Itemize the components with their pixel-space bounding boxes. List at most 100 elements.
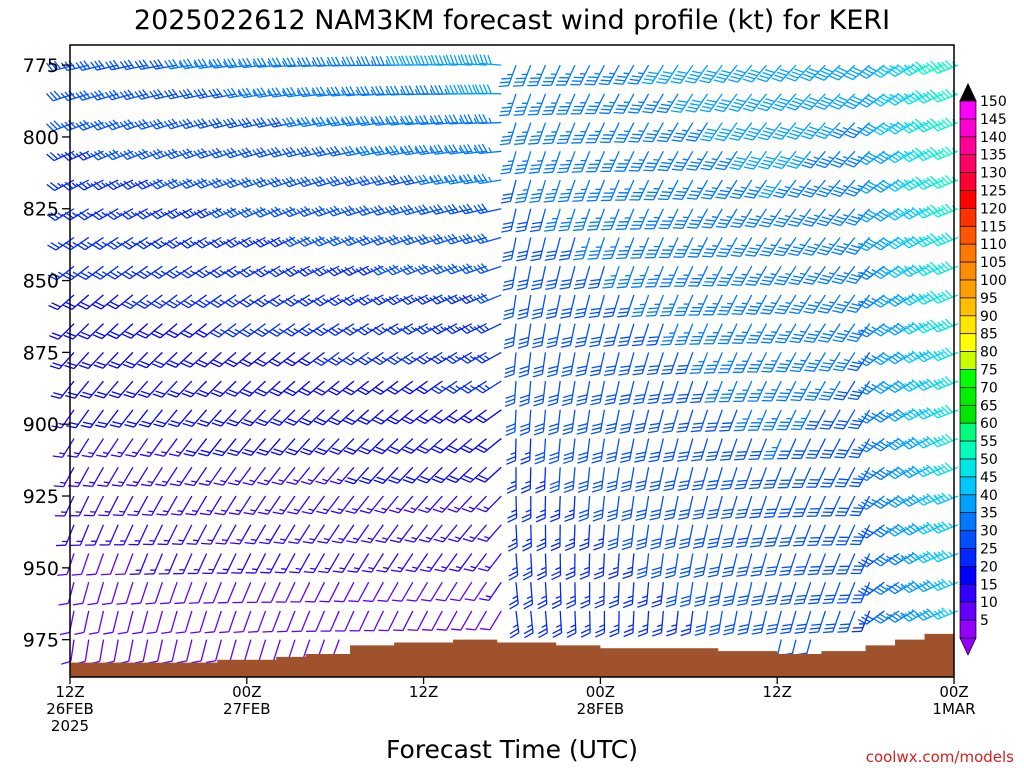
y-tick-label: 950 bbox=[23, 558, 59, 580]
wind-barb bbox=[210, 380, 237, 398]
colorbar-swatch bbox=[959, 243, 977, 263]
wind-barb bbox=[404, 524, 429, 543]
wind-barb bbox=[657, 150, 679, 172]
wind-barb bbox=[193, 88, 222, 99]
x-tick-label: 00Z bbox=[939, 683, 968, 701]
wind-barb bbox=[96, 438, 119, 458]
y-tick-label: 875 bbox=[23, 342, 59, 364]
wind-barb bbox=[120, 208, 148, 220]
wind-barb bbox=[674, 294, 694, 317]
wind-barb bbox=[819, 409, 841, 430]
wind-barb bbox=[731, 265, 753, 287]
wind-barb bbox=[593, 553, 606, 580]
wind-barb bbox=[318, 553, 340, 574]
wind-barb bbox=[252, 147, 281, 158]
wind-barb bbox=[630, 265, 650, 288]
wind-barb bbox=[464, 581, 488, 602]
wind-barb bbox=[616, 265, 635, 289]
wind-barb bbox=[532, 323, 547, 349]
wind-barb bbox=[344, 466, 370, 485]
wind-barb bbox=[78, 323, 104, 340]
wind-barb bbox=[172, 524, 193, 545]
wind-barb bbox=[930, 261, 959, 276]
wind-barb bbox=[513, 122, 532, 146]
wind-barb bbox=[763, 495, 782, 518]
wind-barb bbox=[765, 610, 782, 635]
colorbar-swatch bbox=[959, 279, 977, 299]
wind-barb bbox=[430, 54, 458, 66]
wind-barb bbox=[151, 351, 178, 369]
wind-barb bbox=[819, 438, 841, 459]
wind-barb bbox=[735, 495, 753, 519]
wind-barb bbox=[501, 237, 517, 262]
wind-barb bbox=[633, 409, 650, 434]
wind-barb bbox=[254, 351, 281, 367]
wind-barb bbox=[659, 237, 679, 259]
wind-barb bbox=[804, 352, 826, 372]
wind-barb bbox=[591, 438, 606, 464]
wind-barb bbox=[590, 380, 606, 406]
wind-barb bbox=[523, 610, 534, 639]
wind-barb bbox=[761, 380, 782, 402]
wind-barb bbox=[679, 582, 694, 608]
wind-barb bbox=[386, 409, 414, 425]
wind-barb bbox=[364, 610, 384, 632]
wind-barb bbox=[429, 323, 458, 335]
wind-barb bbox=[418, 524, 443, 543]
wind-barb bbox=[820, 467, 841, 488]
wind-barbs bbox=[46, 53, 959, 665]
wind-barb bbox=[195, 351, 222, 368]
wind-barb bbox=[747, 380, 768, 402]
wind-barb bbox=[578, 495, 591, 522]
wind-barb bbox=[772, 179, 797, 199]
wind-barb bbox=[500, 151, 517, 175]
wind-barb bbox=[284, 409, 311, 426]
wind-barb bbox=[507, 496, 518, 523]
wind-barb bbox=[288, 524, 311, 544]
wind-barb bbox=[701, 179, 723, 200]
wind-barb bbox=[120, 236, 149, 250]
wind-barb bbox=[274, 553, 296, 574]
wind-barb bbox=[208, 117, 237, 129]
wind-barb bbox=[787, 179, 812, 198]
wind-barb bbox=[287, 495, 311, 515]
wind-barb bbox=[747, 409, 768, 431]
wind-barb bbox=[692, 524, 709, 549]
wind-barb bbox=[572, 179, 591, 202]
y-tick-label: 800 bbox=[23, 127, 59, 149]
wind-barb bbox=[759, 265, 782, 286]
wind-barb bbox=[416, 438, 443, 454]
wind-barb bbox=[556, 93, 576, 115]
wind-barb bbox=[217, 581, 237, 604]
wind-barb bbox=[646, 352, 664, 376]
wind-barb bbox=[143, 524, 163, 546]
wind-barb bbox=[520, 438, 532, 465]
wind-barb bbox=[340, 145, 369, 157]
wind-barb bbox=[416, 409, 443, 425]
wind-barb bbox=[601, 237, 620, 260]
wind-barb bbox=[125, 438, 149, 458]
wind-barb bbox=[713, 64, 738, 84]
wind-barb bbox=[613, 93, 635, 114]
wind-barb bbox=[473, 292, 502, 304]
wind-barb bbox=[121, 323, 149, 339]
wind-barb bbox=[216, 553, 237, 574]
wind-barb bbox=[829, 93, 856, 110]
wind-barb bbox=[137, 351, 163, 369]
wind-barb bbox=[660, 294, 679, 317]
wind-barb bbox=[737, 610, 753, 636]
wind-barb bbox=[579, 553, 591, 580]
wind-barb bbox=[400, 85, 428, 96]
wind-barb bbox=[211, 409, 237, 427]
wind-barb bbox=[687, 208, 709, 229]
wind-barb bbox=[694, 610, 709, 636]
wind-barb bbox=[557, 151, 576, 174]
wind-barb bbox=[806, 495, 826, 517]
wind-barb bbox=[433, 524, 458, 543]
colorbar-label: 35 bbox=[980, 506, 998, 522]
wind-barb bbox=[449, 581, 473, 602]
wind-barb bbox=[872, 93, 900, 107]
wind-barb bbox=[252, 176, 281, 188]
colorbar-swatch bbox=[959, 458, 977, 478]
wind-barb bbox=[647, 409, 664, 434]
